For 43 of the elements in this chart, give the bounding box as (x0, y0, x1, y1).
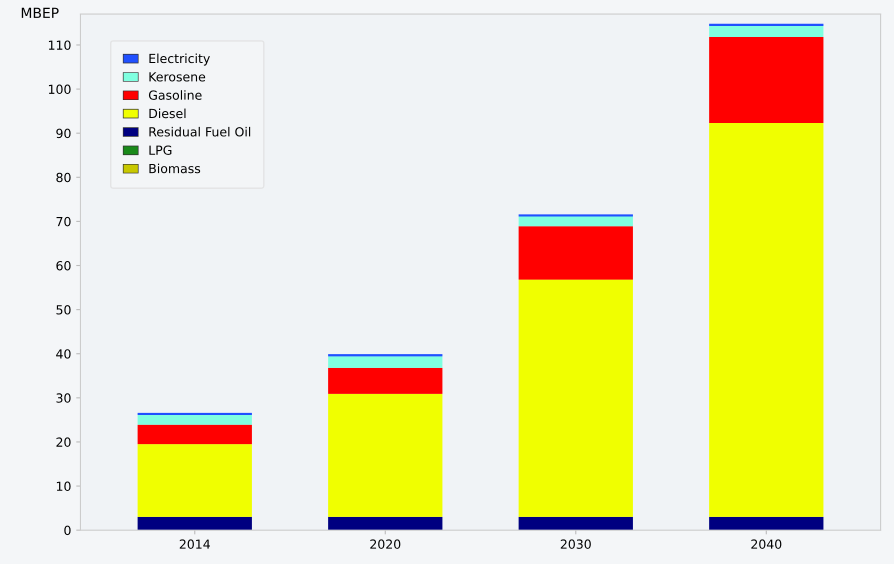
legend-label: Kerosene (149, 72, 206, 82)
y-tick-label: 70 (56, 216, 71, 226)
legend-label: LPG (149, 145, 172, 155)
bar (328, 394, 442, 517)
y-tick-label: 60 (56, 260, 71, 270)
bar (709, 516, 824, 530)
y-axis-title: MBEP (22, 8, 59, 18)
y-tick-label: 0 (64, 526, 71, 536)
bar (518, 226, 633, 280)
y-tick-label: 110 (48, 40, 71, 50)
y-tick-label: 40 (56, 349, 71, 359)
y-tick-label: 50 (56, 305, 71, 315)
y-tick-label: 90 (56, 128, 71, 138)
legend-label: Gasoline (148, 90, 202, 100)
bar (518, 216, 633, 226)
bar (709, 123, 824, 517)
bar (138, 424, 252, 444)
bar (328, 368, 442, 394)
y-tick-label: 20 (56, 437, 71, 447)
legend-label: Diesel (149, 108, 186, 118)
bar (138, 415, 252, 425)
bar (138, 412, 252, 416)
bar (709, 26, 824, 38)
y-tick-label: 100 (48, 84, 71, 94)
bar (328, 516, 442, 530)
bar (328, 356, 442, 368)
x-tick-label: 2030 (560, 539, 591, 549)
y-tick-label: 30 (56, 393, 71, 403)
y-tick-label: 10 (56, 482, 71, 491)
bar (709, 37, 824, 124)
bar (138, 444, 252, 517)
bar (709, 24, 824, 26)
legend-label: Residual Fuel Oil (149, 126, 250, 137)
bar (518, 214, 633, 217)
bar (518, 280, 633, 517)
legend-label: Electricity (149, 53, 210, 66)
x-tick-label: 2014 (180, 539, 210, 549)
bar (518, 516, 633, 530)
y-tick-label: 80 (56, 172, 71, 182)
bar (138, 516, 252, 530)
legend-label: Biomass (149, 164, 200, 174)
x-tick-label: 2020 (370, 539, 400, 549)
x-tick-label: 2040 (751, 539, 782, 549)
